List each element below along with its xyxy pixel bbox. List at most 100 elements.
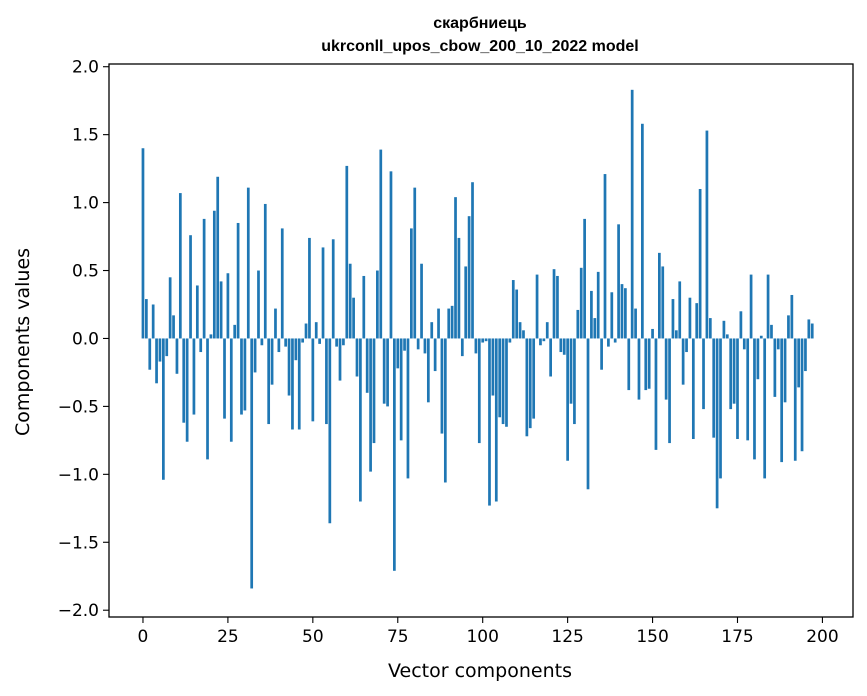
bar (651, 328, 654, 339)
bar (212, 210, 216, 339)
bar-series (141, 89, 814, 589)
bar (362, 275, 366, 339)
bar (664, 338, 668, 400)
bar (471, 182, 474, 339)
bar (297, 338, 301, 430)
bar (698, 189, 702, 339)
bar (426, 338, 430, 403)
bar (410, 228, 413, 339)
bar (331, 239, 335, 339)
bar (647, 338, 651, 389)
bar (688, 297, 692, 339)
bar (206, 338, 209, 460)
bar (766, 274, 770, 339)
bar (494, 338, 498, 502)
bar (722, 320, 726, 339)
bar (637, 338, 641, 400)
bar (573, 338, 576, 425)
bar (393, 338, 396, 571)
x-axis-ticks: 0 25 50 75 100 125 150 175 200 (138, 617, 839, 647)
bar (810, 323, 814, 339)
bar (185, 338, 189, 442)
bar (195, 285, 199, 339)
bar (603, 174, 607, 339)
y-tick-label: 1.0 (72, 194, 99, 214)
bar (379, 149, 383, 339)
y-tick-label: −1.5 (58, 533, 99, 553)
bar (253, 338, 257, 373)
bar (522, 330, 525, 339)
bar (549, 338, 552, 377)
bar (753, 338, 756, 460)
bar (399, 338, 403, 441)
bar (274, 308, 277, 339)
bar (199, 338, 203, 353)
y-tick-label: −2.0 (58, 601, 99, 621)
bar (613, 338, 617, 343)
bar (783, 338, 787, 403)
y-tick-label: 0.0 (72, 329, 99, 349)
bar (763, 338, 767, 479)
bar (756, 338, 760, 380)
x-tick-label: 125 (551, 627, 583, 647)
bar (491, 338, 495, 396)
bar (607, 338, 610, 347)
bar (314, 322, 318, 339)
bar (270, 338, 274, 385)
bar (209, 334, 213, 339)
bar (525, 338, 529, 437)
bar (189, 235, 192, 339)
x-tick-label: 200 (806, 627, 838, 647)
x-axis-label: Vector components (388, 660, 572, 682)
bar (291, 338, 294, 430)
bar (243, 338, 247, 411)
bar (192, 338, 196, 415)
x-tick-label: 25 (217, 627, 239, 647)
bar (708, 318, 712, 339)
bar (678, 281, 682, 339)
bar (787, 315, 790, 339)
bar (250, 338, 254, 589)
bar (641, 123, 644, 339)
bar (620, 284, 624, 339)
bar (593, 318, 597, 339)
bar (477, 338, 481, 444)
bar (729, 338, 733, 410)
bar (579, 267, 583, 339)
bar (464, 266, 468, 339)
bar (725, 334, 729, 339)
bar (644, 338, 648, 391)
bar (246, 187, 250, 339)
bar (505, 338, 508, 427)
bar (532, 338, 536, 419)
bar (624, 288, 627, 339)
bar (457, 237, 461, 339)
bar (610, 292, 614, 339)
bar (488, 338, 491, 506)
bar (562, 338, 566, 355)
bar (406, 338, 410, 479)
bar (321, 247, 325, 339)
y-tick-label: −1.0 (58, 465, 99, 485)
bar (280, 228, 284, 339)
bar (342, 338, 345, 346)
bar (376, 270, 379, 339)
bar (355, 338, 359, 377)
bar (511, 280, 515, 339)
bar (416, 338, 420, 350)
chart-title: скарбниець (433, 15, 527, 32)
bar (719, 338, 722, 479)
bar (518, 322, 522, 339)
bar (172, 315, 175, 339)
bar (284, 338, 288, 347)
bar (691, 338, 695, 440)
bar (552, 269, 556, 339)
bar (586, 338, 590, 490)
bar (386, 338, 389, 407)
bar (226, 273, 230, 339)
bar (450, 305, 454, 339)
bar (447, 308, 451, 339)
bar (556, 275, 559, 339)
bar (145, 299, 148, 339)
